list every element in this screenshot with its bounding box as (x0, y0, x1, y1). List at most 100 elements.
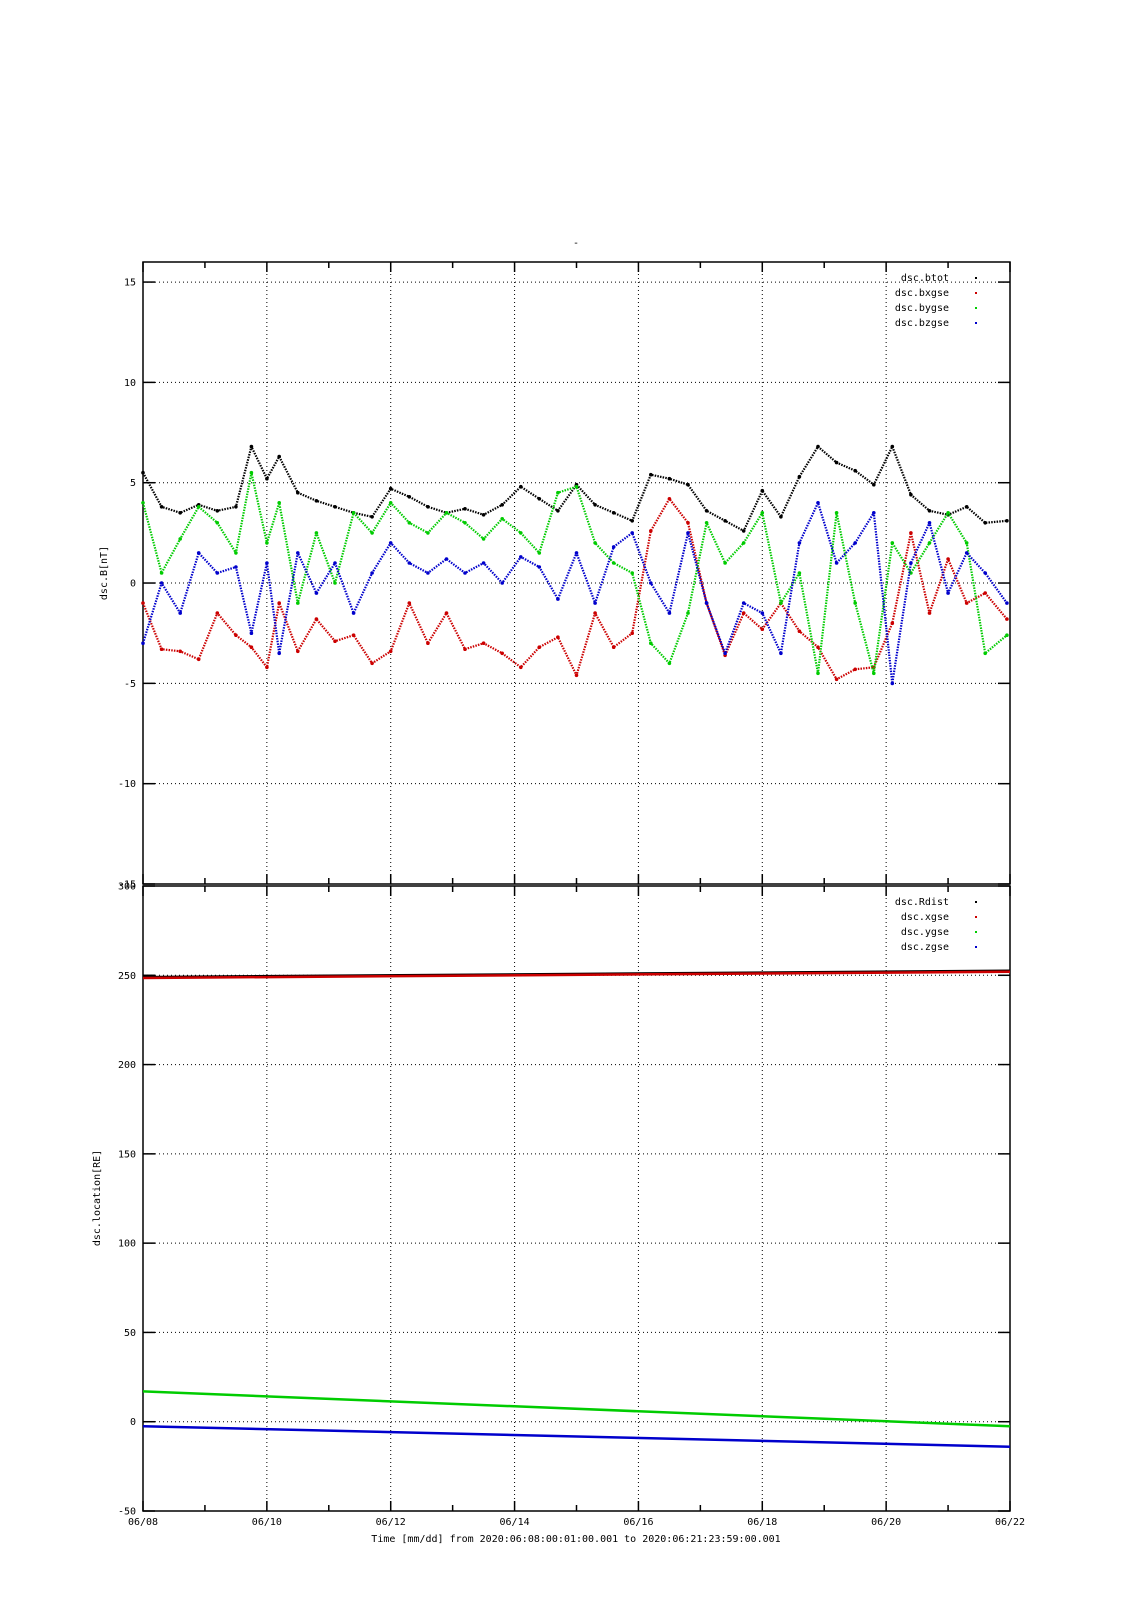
axis-ticks: 300 250 200 150 100 50 0 -50 (118, 882, 1011, 1518)
data-point (630, 631, 634, 635)
data-point (946, 511, 950, 515)
data-point (388, 501, 393, 505)
data-point (853, 601, 857, 605)
data-point (277, 454, 282, 459)
data-point (667, 661, 672, 666)
series-dsc-ygse (142, 1390, 1011, 1428)
y-tick-label: 300 (118, 882, 136, 893)
data-point (649, 529, 653, 533)
data-point (426, 571, 430, 575)
data-point (141, 501, 145, 505)
data-point (407, 561, 412, 565)
data-point (481, 513, 486, 517)
data-point (816, 501, 820, 505)
data-point (370, 571, 374, 575)
data-point (816, 444, 820, 449)
data-point (816, 645, 820, 649)
data-point (723, 519, 727, 523)
data-point (463, 521, 467, 525)
legend-swatch (975, 277, 977, 279)
data-point (890, 681, 895, 686)
data-point (611, 511, 616, 515)
data-point (797, 541, 802, 545)
data-point (500, 651, 505, 656)
data-point (649, 641, 653, 645)
data-point (388, 649, 393, 654)
series-trace (142, 445, 1008, 533)
data-point (370, 531, 374, 535)
legend-label: dsc.ygse (901, 927, 949, 938)
data-point (890, 621, 895, 625)
series-line (142, 1390, 1011, 1428)
data-point (277, 651, 282, 656)
data-point (141, 470, 145, 475)
data-point (296, 551, 300, 555)
y-tick-label: 0 (130, 579, 136, 590)
magnetic-field-panel: 15 10 5 0 -5 -10 -15 dsc.B[nT] dsc.btot dsc.bxg… (99, 261, 1011, 891)
data-point (927, 509, 932, 513)
data-point (741, 611, 746, 615)
data-point (500, 503, 505, 507)
data-point (519, 484, 523, 489)
x-axis-tick-labels: 06/08 06/10 06/12 06/14 06/16 06/18 06/20 06/22 (128, 1517, 1025, 1528)
legend-swatch (975, 931, 977, 933)
data-point (1005, 633, 1009, 637)
data-point (178, 537, 182, 541)
data-point (704, 601, 709, 605)
data-point (444, 557, 449, 561)
y-axis-label: dsc.B[nT] (99, 546, 110, 600)
data-point (834, 460, 839, 465)
data-point (1005, 601, 1009, 605)
data-point (649, 472, 653, 477)
data-point (234, 565, 238, 569)
data-point (834, 677, 839, 682)
data-point (630, 571, 634, 575)
data-point (1005, 519, 1009, 523)
data-point (351, 511, 356, 515)
y-tick-label: 150 (118, 1149, 136, 1160)
data-point (723, 651, 727, 656)
x-tick-label: 06/10 (252, 1517, 282, 1528)
data-point (296, 649, 300, 654)
series-dsc-bygse (141, 470, 1009, 676)
data-point (649, 581, 653, 585)
legend-label: dsc.btot (901, 273, 949, 284)
data-point (890, 444, 895, 449)
data-point (500, 517, 505, 521)
data-point (277, 501, 282, 505)
y-tick-label: -10 (118, 779, 136, 790)
data-point (519, 531, 523, 535)
data-point (611, 545, 616, 549)
data-point (704, 521, 709, 525)
legend: dsc.btot dsc.bxgse dsc.bygse dsc.bzgse (895, 273, 977, 329)
data-point (178, 511, 182, 515)
data-point (964, 601, 969, 605)
data-point (834, 511, 839, 515)
data-point (964, 541, 969, 545)
data-point (296, 490, 300, 495)
y-tick-label: 0 (130, 1417, 136, 1428)
data-point (872, 511, 876, 515)
legend-label: dsc.bygse (895, 303, 949, 314)
data-point (159, 505, 164, 509)
data-point (314, 591, 319, 595)
data-point (909, 561, 913, 565)
data-point (779, 515, 783, 519)
data-point (314, 617, 319, 621)
data-point (426, 531, 430, 535)
data-point (500, 581, 505, 585)
data-point (983, 521, 987, 525)
series-trace (141, 471, 1008, 675)
data-point (686, 531, 690, 535)
data-point (314, 531, 319, 535)
legend-swatch (975, 916, 977, 918)
data-point (234, 505, 238, 509)
axis-ticks: 15 10 5 0 -5 -10 -15 (118, 262, 1011, 891)
data-point (779, 651, 783, 656)
legend: dsc.Rdist dsc.xgse dsc.ygse dsc.zgse (895, 897, 977, 953)
data-point (667, 476, 672, 481)
data-point (686, 611, 690, 615)
data-point (983, 651, 987, 656)
data-point (946, 557, 950, 561)
location-panel: 300 250 200 150 100 50 0 -50 dsc.location[RE] d… (92, 882, 1025, 1529)
